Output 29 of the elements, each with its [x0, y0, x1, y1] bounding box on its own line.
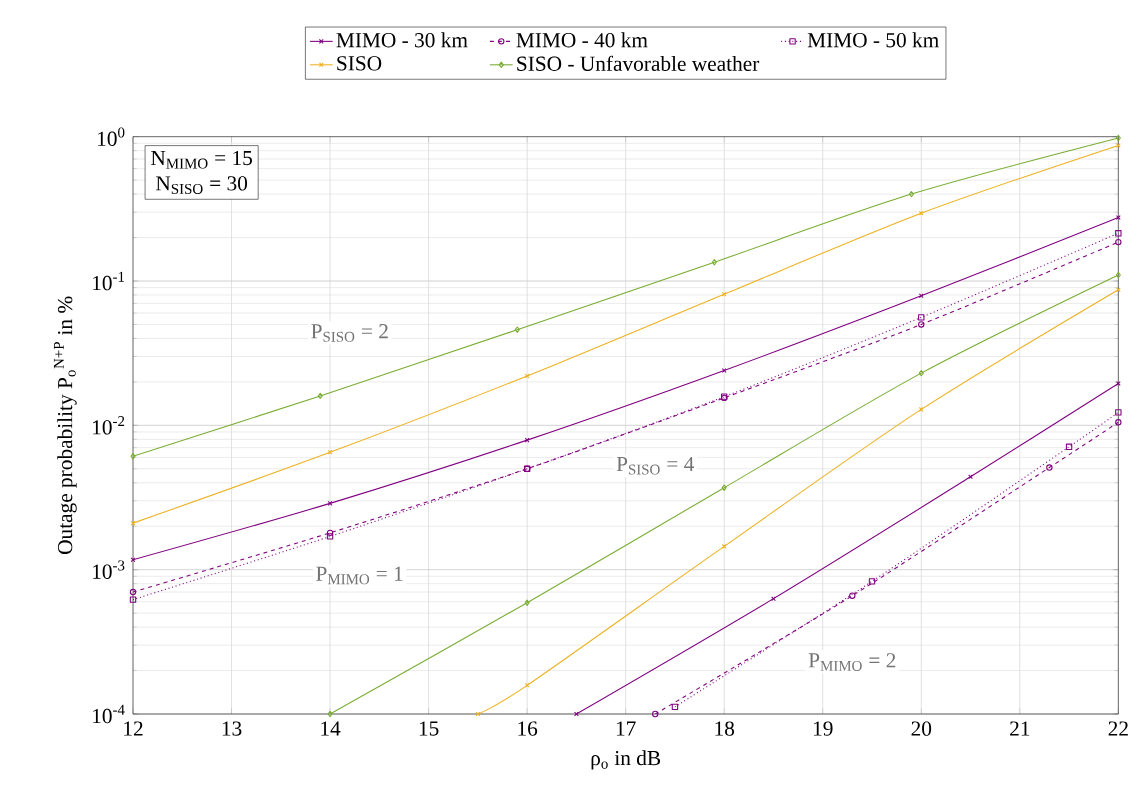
- annotation: N$_{MIMO}$ = 15: [151, 150, 252, 169]
- y-axis-title: Outage probability P$_{o}$$^{N+P}$ in %: [53, 296, 77, 555]
- y-tick-label: 10$^{0}$: [98, 127, 125, 146]
- annotation: N$_{SISO}$ = 30: [156, 176, 248, 194]
- x-tick-label: 12: [124, 721, 143, 736]
- y-tick-label: 10$^{-4}$: [93, 704, 125, 724]
- legend-label: MIMO - 50 km: [807, 32, 939, 48]
- x-tick-label: 21: [1010, 721, 1030, 736]
- legend-label: SISO - Unfavorable weather: [517, 55, 760, 71]
- annotation: P$_{MIMO}$ = 1: [316, 566, 403, 585]
- annotation: P$_{SISO}$ = 4: [616, 456, 695, 475]
- x-tick-label: 19: [813, 721, 833, 736]
- x-tick-label: 13: [222, 721, 242, 736]
- x-tick-label: 16: [518, 721, 538, 736]
- x-tick-label: 15: [419, 721, 439, 736]
- x-axis-title: ρ$_{o}$ in dB: [591, 750, 661, 770]
- annotation: P$_{MIMO}$ = 2: [808, 653, 896, 671]
- x-tick-label: 17: [616, 721, 636, 736]
- x-tick-label: 20: [911, 721, 932, 736]
- legend-label: MIMO - 30 km: [336, 32, 468, 48]
- x-tick-label: 22: [1108, 721, 1128, 736]
- y-tick-label: 10$^{-2}$: [93, 416, 125, 435]
- y-tick-label: 10$^{-3}$: [93, 560, 125, 579]
- legend-label: SISO: [337, 56, 382, 71]
- annotation: P$_{SISO}$ = 2: [311, 324, 388, 342]
- y-tick-label: 10$^{-1}$: [93, 271, 125, 291]
- legend-label: MIMO - 40 km: [516, 32, 648, 48]
- x-tick-label: 18: [715, 721, 735, 736]
- x-tick-label: 14: [321, 721, 341, 736]
